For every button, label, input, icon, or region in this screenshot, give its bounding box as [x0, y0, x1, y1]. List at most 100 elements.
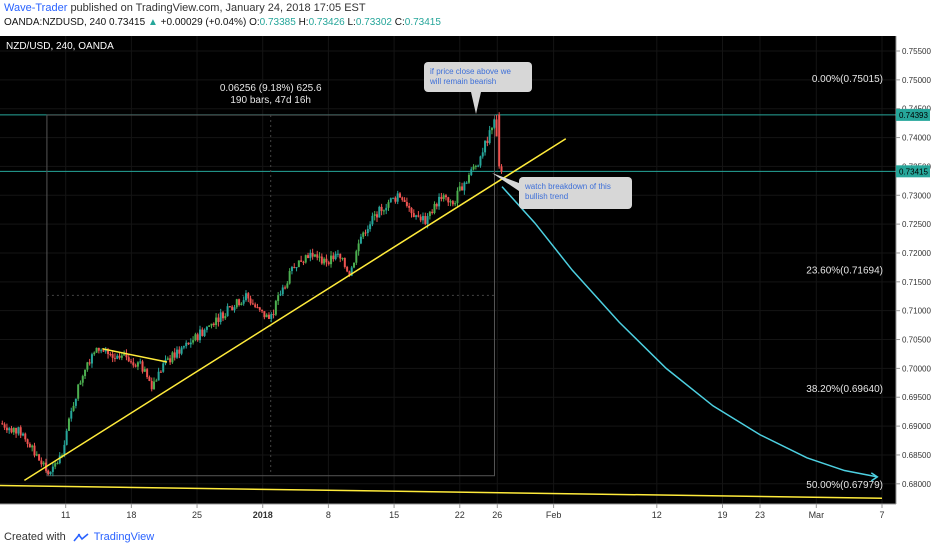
candle-body — [187, 342, 190, 345]
candle-body — [205, 326, 208, 330]
candle-body — [486, 140, 489, 144]
candle-body — [281, 287, 284, 295]
candle-body — [56, 463, 59, 465]
candle-body — [33, 445, 36, 456]
candle-body — [334, 253, 337, 260]
candle-body — [63, 444, 66, 456]
candle-body — [481, 152, 484, 157]
price-chart[interactable]: 0.00%(0.75015) 23.60%(0.71694) 38.20%(0.69… — [0, 36, 932, 524]
candle-body — [311, 252, 314, 257]
candle-body — [249, 298, 252, 304]
candle-body — [93, 352, 96, 355]
candle-body — [35, 454, 38, 456]
fib-level-label: 23.60%(0.71694) — [806, 266, 883, 277]
candle-body — [382, 210, 385, 212]
candle-body — [350, 267, 353, 276]
callout-box — [424, 62, 532, 92]
candle-body — [295, 267, 298, 269]
candle-body — [442, 195, 445, 200]
candle-body — [97, 347, 100, 351]
candle-body — [254, 304, 257, 308]
candle-body — [72, 405, 75, 411]
candle-body — [426, 216, 429, 224]
candle-body — [224, 316, 227, 319]
candle-body — [263, 311, 266, 318]
created-with-text: Created with TradingView — [4, 531, 154, 543]
candle-body — [313, 254, 316, 257]
callout-pointer — [471, 92, 481, 114]
candle-body — [95, 347, 98, 353]
author-link[interactable]: Wave-Trader — [4, 2, 68, 14]
time-tick-label: 26 — [492, 510, 502, 520]
plot-background — [0, 36, 896, 504]
candle-body — [51, 466, 54, 472]
price-tick-label: 0.72500 — [902, 220, 931, 229]
candle-body — [410, 207, 413, 214]
candle-body — [408, 205, 411, 208]
candle-body — [447, 197, 450, 203]
candles — [1, 112, 503, 477]
candle-body — [274, 300, 277, 315]
candle-body — [378, 206, 381, 218]
projection-curve — [501, 186, 878, 478]
chart-area[interactable]: 0.00%(0.75015) 23.60%(0.71694) 38.20%(0.69… — [0, 36, 932, 524]
candle-body — [81, 376, 84, 383]
candle-body — [107, 350, 110, 355]
candle-body — [217, 317, 220, 322]
quote-line: OANDA:NZDUSD, 240 0.73415 ▲ +0.00029 (+0… — [4, 17, 441, 28]
callout-text: will remain bearish — [429, 77, 496, 86]
candle-body — [465, 182, 468, 184]
candle-body — [479, 156, 482, 166]
candle-body — [228, 306, 231, 308]
time-axis[interactable]: 11 18 25 2018 8 15 22 26 Feb 12 19 23 Mar 7 — [0, 503, 896, 520]
candle-body — [474, 165, 477, 167]
candle-body — [185, 342, 188, 347]
candle-body — [258, 307, 261, 310]
candle-body — [307, 255, 310, 259]
candle-body — [194, 334, 197, 341]
tradingview-brand[interactable]: TradingView — [93, 531, 155, 543]
candle-body — [208, 325, 211, 327]
chart-title: NZD/USD, 240, OANDA — [6, 41, 114, 52]
price-label: 0.74393 — [899, 111, 928, 120]
candle-body — [412, 213, 415, 218]
candle-body — [339, 253, 342, 259]
candle-body — [261, 309, 264, 312]
candle-body — [231, 306, 234, 311]
candle-body — [320, 256, 323, 264]
candle-body — [125, 353, 128, 358]
symbol-label: OANDA:NZDUSD, 240 — [4, 17, 107, 28]
candle-body — [247, 293, 250, 299]
price-tick-label: 0.68500 — [902, 451, 931, 460]
candle-body — [54, 463, 57, 467]
price-axis[interactable]: 0.755000.750000.745000.740000.735000.730… — [895, 36, 931, 504]
candle-body — [304, 255, 307, 263]
created-label: Created with — [4, 531, 66, 543]
candle-body — [362, 232, 365, 237]
candle-body — [130, 361, 133, 363]
price-label: 0.73415 — [899, 167, 928, 176]
candle-body — [359, 236, 362, 244]
time-tick-label: 22 — [455, 510, 465, 520]
measure-label-bars: 190 bars, 47d 16h — [230, 95, 311, 106]
candle-body — [153, 381, 156, 390]
time-tick-label: 2018 — [253, 510, 273, 520]
candle-body — [419, 216, 422, 221]
time-tick-label: Mar — [809, 510, 825, 520]
trend-line-wedge — [102, 348, 168, 363]
candle-body — [111, 354, 114, 358]
candle-body — [40, 460, 43, 465]
close-value: 0.73415 — [404, 17, 441, 28]
candle-body — [3, 424, 6, 428]
price-label-bg — [896, 108, 930, 121]
candle-body — [488, 130, 491, 144]
candle-body — [392, 197, 395, 199]
candle-body — [265, 314, 268, 318]
price-tick-label: 0.70500 — [902, 336, 931, 345]
candle-body — [21, 433, 24, 436]
candle-body — [104, 350, 107, 352]
candle-body — [373, 214, 376, 216]
time-tick-label: 25 — [192, 510, 202, 520]
candle-body — [155, 380, 158, 382]
candle-body — [113, 357, 116, 359]
